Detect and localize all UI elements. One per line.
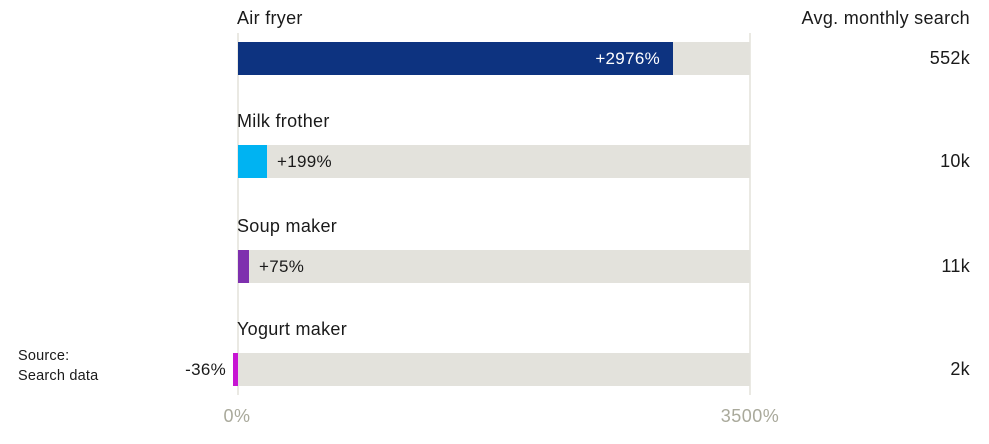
avg-search-value: 10k bbox=[940, 151, 970, 171]
avg-search-value: 552k bbox=[929, 48, 970, 68]
x-axis-max-label: 3500% bbox=[720, 406, 780, 426]
source-note-line1: Source: bbox=[18, 348, 70, 364]
source-note: Source: Search data bbox=[18, 346, 98, 386]
category-label: Soup maker bbox=[237, 216, 338, 236]
avg-search-value: 11k bbox=[941, 256, 970, 276]
bar-value-label: -36% bbox=[185, 360, 226, 379]
bar-track bbox=[238, 145, 750, 178]
gridline-zero bbox=[237, 33, 239, 395]
bar-fill bbox=[233, 353, 238, 386]
category-label: Yogurt maker bbox=[237, 319, 347, 339]
bar-value-label: +199% bbox=[277, 152, 332, 171]
bar-fill bbox=[238, 42, 673, 75]
gridline-max bbox=[749, 33, 751, 395]
bar-row-soup-maker: Soup maker +75% bbox=[0, 216, 989, 283]
right-column-header: Avg. monthly search bbox=[801, 8, 970, 28]
bar-value-label: +2976% bbox=[595, 49, 660, 68]
bar-fill bbox=[238, 250, 249, 283]
bar-fill bbox=[238, 145, 267, 178]
source-note-line2: Search data bbox=[18, 368, 99, 384]
avg-search-value: 2k bbox=[950, 359, 970, 379]
bar-track bbox=[238, 250, 750, 283]
bar-value-label: +75% bbox=[259, 257, 305, 276]
bar-track bbox=[238, 353, 750, 386]
category-label: Milk frother bbox=[237, 111, 330, 131]
bar-row-milk-frother: Milk frother +199% bbox=[0, 111, 989, 178]
category-label: Air fryer bbox=[237, 8, 303, 28]
bar-row-yogurt-maker: Yogurt maker -36% bbox=[0, 319, 989, 386]
x-axis-min-label: 0% bbox=[223, 406, 251, 426]
bar-row-air-fryer: Air fryer +2976% bbox=[0, 8, 989, 75]
